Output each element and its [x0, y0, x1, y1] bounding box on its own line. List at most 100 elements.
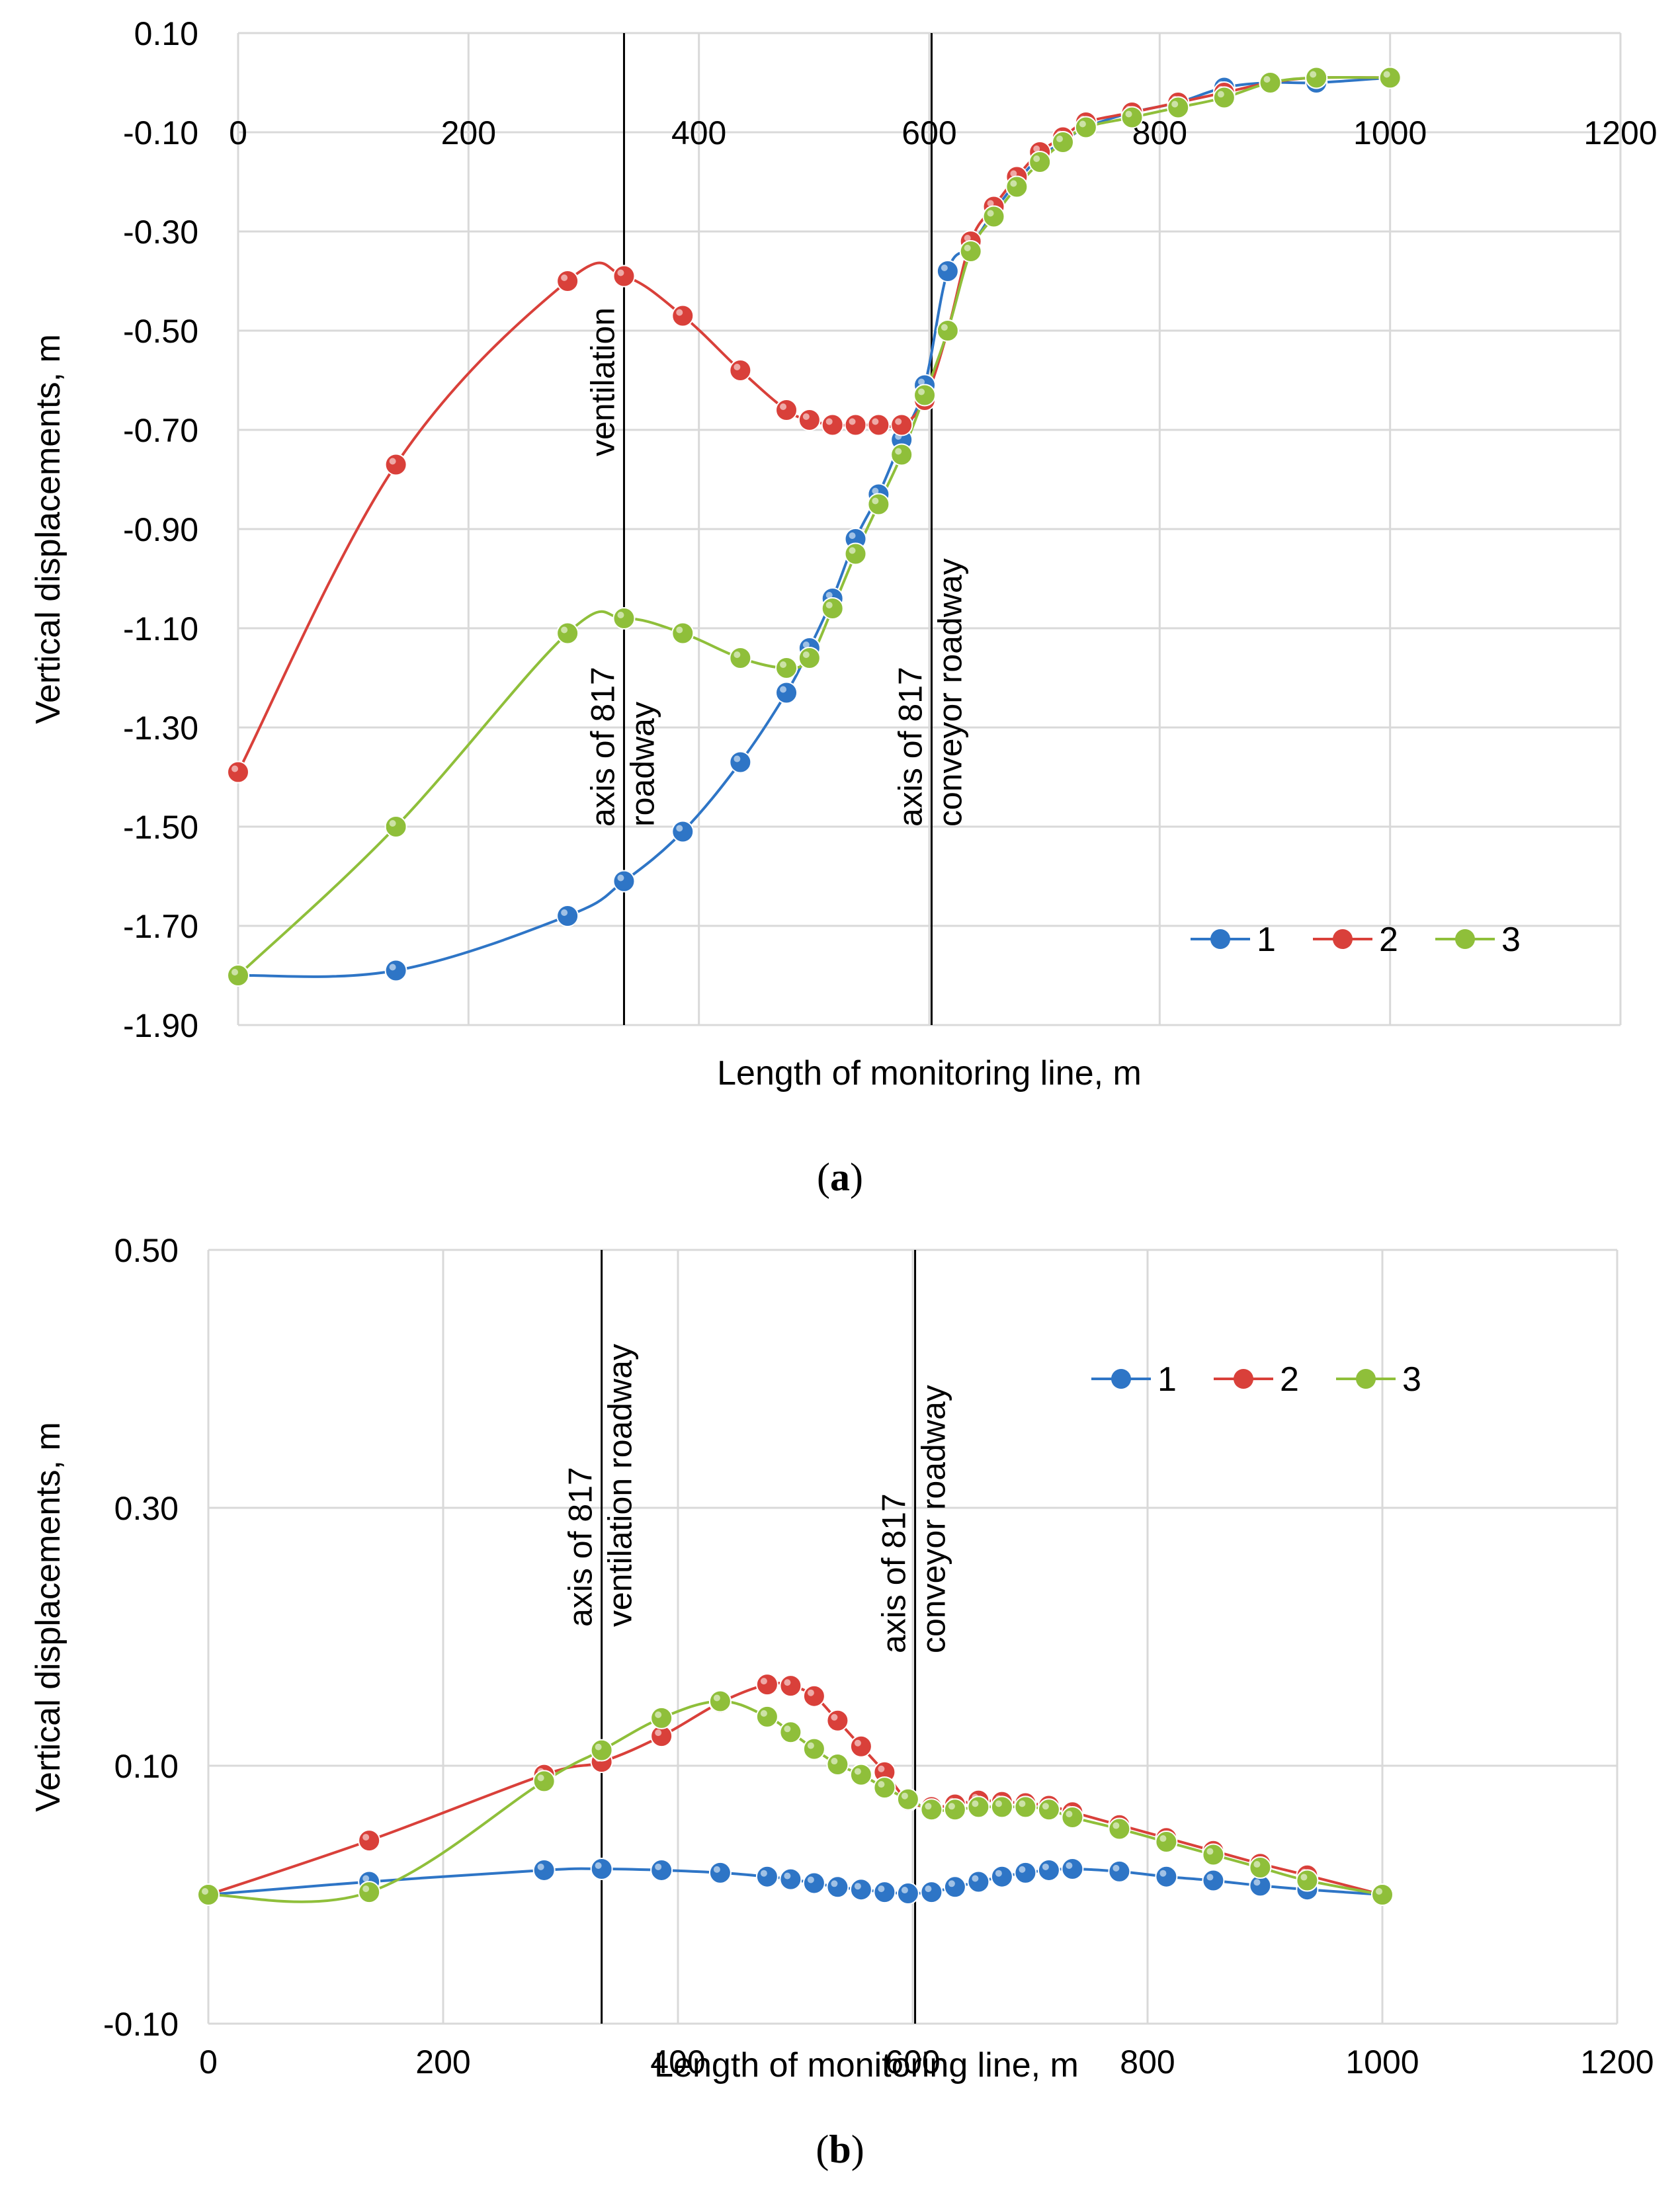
point-highlight: [964, 245, 971, 251]
series-2-point: [556, 270, 579, 292]
annotations-b: axis of 817 ventilation roadway axis of 81…: [562, 1250, 952, 2024]
point-highlight: [362, 1885, 370, 1893]
point-highlight: [389, 964, 396, 971]
point-highlight: [780, 686, 787, 693]
point-highlight: [948, 1803, 955, 1810]
point-highlight: [995, 1800, 1002, 1807]
series-1-point: [590, 1858, 613, 1880]
series-3-point: [755, 1705, 778, 1728]
series-3-point: [982, 205, 1005, 228]
series-3-point: [384, 815, 407, 838]
series-2-point: [844, 413, 867, 436]
x-axis-title-a: Length of monitoring line, m: [717, 1054, 1142, 1093]
point-highlight: [901, 1887, 908, 1894]
series-3-point: [849, 1763, 872, 1786]
series-3-point: [867, 493, 890, 516]
point-highlight: [231, 765, 238, 772]
legend-marker-2: [1333, 929, 1353, 949]
caption-letter-a: a: [830, 1155, 850, 1199]
point-highlight: [1056, 136, 1064, 142]
point-highlight: [854, 1739, 861, 1747]
point-highlight: [1033, 155, 1040, 162]
series-2-point: [775, 399, 798, 421]
series-3-point: [671, 622, 694, 645]
point-highlight: [362, 1834, 370, 1841]
series-1-point: [967, 1870, 990, 1893]
series-3-point: [1052, 131, 1075, 153]
legend-marker-2: [1234, 1369, 1253, 1389]
point-highlight: [1125, 110, 1132, 118]
point-highlight: [987, 200, 994, 207]
point-highlight: [1113, 1822, 1120, 1829]
roadway-annotation-text: axis of 817: [892, 667, 929, 827]
point-highlight: [784, 1679, 791, 1686]
series-3-point: [612, 607, 636, 630]
point-highlight: [1159, 1835, 1167, 1842]
legend-marker-3: [1356, 1369, 1376, 1389]
series-1-point: [755, 1865, 778, 1888]
y-tick-label: -0.70: [123, 412, 198, 449]
series-1-point: [775, 681, 798, 704]
point-highlight: [807, 1876, 814, 1883]
series-3-point: [1249, 1856, 1272, 1879]
point-highlight: [362, 1875, 370, 1882]
point-highlight: [617, 269, 624, 276]
point-highlight: [972, 1800, 979, 1807]
series-3-point: [1074, 116, 1097, 139]
point-highlight: [676, 626, 683, 634]
y-tick-label: -1.70: [123, 908, 198, 945]
point-highlight: [1019, 1800, 1026, 1807]
point-highlight: [780, 661, 787, 668]
point-highlight: [918, 378, 925, 386]
point-highlight: [802, 413, 810, 420]
series-3-point: [779, 1721, 802, 1744]
point-highlight: [655, 1729, 662, 1737]
series-3-point: [802, 1737, 825, 1760]
y-tick-label: 0.50: [114, 1232, 179, 1269]
series-3-point: [890, 443, 913, 466]
series-3-point: [1037, 1798, 1060, 1821]
point-highlight: [925, 1885, 932, 1893]
point-highlight: [676, 825, 683, 832]
point-highlight: [1206, 1848, 1214, 1855]
series-3-point: [227, 964, 249, 987]
point-highlight: [389, 458, 396, 465]
point-highlight: [802, 641, 810, 648]
x-tick-labels-b: 0 200 400 600 800 1000 1200: [199, 2043, 1654, 2081]
point-highlight: [895, 418, 902, 425]
point-highlight: [948, 1880, 955, 1887]
point-highlight: [713, 1866, 720, 1873]
point-highlight: [854, 1883, 861, 1890]
point-highlight: [1079, 120, 1086, 128]
point-highlight: [825, 592, 833, 598]
point-highlight: [1217, 91, 1224, 98]
series-1-point: [943, 1876, 966, 1899]
x-tick-label: 1000: [1353, 114, 1427, 151]
y-tick-label: -0.90: [123, 511, 198, 548]
roadway-annotation-text: conveyor roadway: [915, 1385, 952, 1653]
point-highlight: [1376, 1888, 1382, 1895]
roadway-annotation-text: roadway: [624, 702, 661, 827]
point-highlight: [849, 418, 856, 425]
series-2-point: [849, 1735, 872, 1758]
series-3-point: [358, 1881, 381, 1904]
point-highlight: [831, 1880, 838, 1887]
y-tick-label: 0.10: [114, 1748, 179, 1785]
point-highlight: [655, 1711, 662, 1718]
roadway-annotation-text: axis of 817: [876, 1493, 913, 1653]
point-highlight: [1253, 1879, 1261, 1886]
point-highlight: [825, 418, 833, 425]
legend-label-1: 1: [1257, 921, 1276, 959]
point-highlight: [595, 1862, 602, 1869]
series-1-point: [849, 1878, 872, 1901]
point-highlight: [895, 448, 902, 455]
point-highlight: [1310, 71, 1317, 78]
point-highlight: [941, 324, 948, 331]
legend-a: 1 2 3: [1191, 921, 1521, 959]
series-3-point: [1371, 1883, 1394, 1906]
y-tick-label: -1.90: [123, 1007, 198, 1044]
point-highlight: [231, 969, 238, 975]
point-highlight: [878, 1885, 885, 1893]
series-3-point: [1061, 1806, 1084, 1829]
legend-label-1: 1: [1157, 1360, 1177, 1399]
